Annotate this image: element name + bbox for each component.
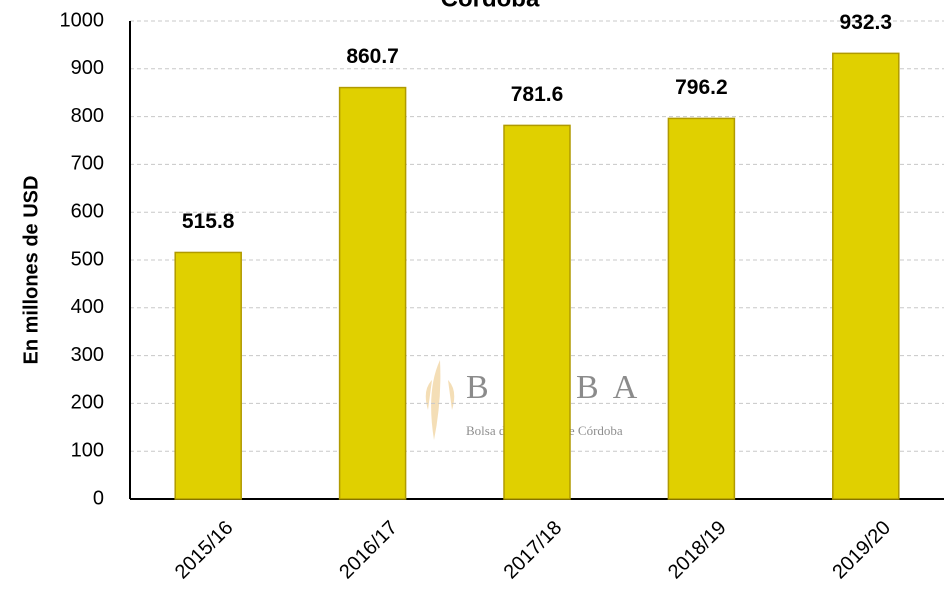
bar [667,117,736,500]
watermark-icon [425,360,455,440]
y-tick-label: 800 [71,105,104,127]
value-label: 515.8 [182,210,235,233]
y-tick-label: 100 [71,439,104,461]
value-label: 932.3 [840,11,893,34]
chart-title: Córdoba [441,0,540,12]
bar [832,52,900,500]
y-tick-label: 700 [71,153,104,175]
x-tick-label: 2015/16 [171,517,238,584]
y-tick-label: 1000 [60,9,105,31]
bar [338,86,407,500]
y-tick-label: 200 [71,392,104,414]
bar [503,124,571,500]
bar [174,251,242,500]
x-tick-label: 2016/17 [335,517,402,584]
x-tick-label: 2017/18 [500,517,567,584]
value-label: 781.6 [511,83,564,106]
y-tick-label: 400 [71,296,104,318]
y-tick-label: 0 [93,487,104,509]
x-tick-label: 2019/20 [828,517,895,584]
value-label: 796.2 [675,76,728,99]
y-tick-label: 500 [71,248,104,270]
value-label: 860.7 [346,45,399,68]
y-tick-label: 300 [71,344,104,366]
y-tick-label: 600 [71,200,104,222]
y-axis-label: En millones de USD [20,176,42,365]
y-tick-label: 900 [71,57,104,79]
x-tick-label: 2018/19 [664,517,731,584]
